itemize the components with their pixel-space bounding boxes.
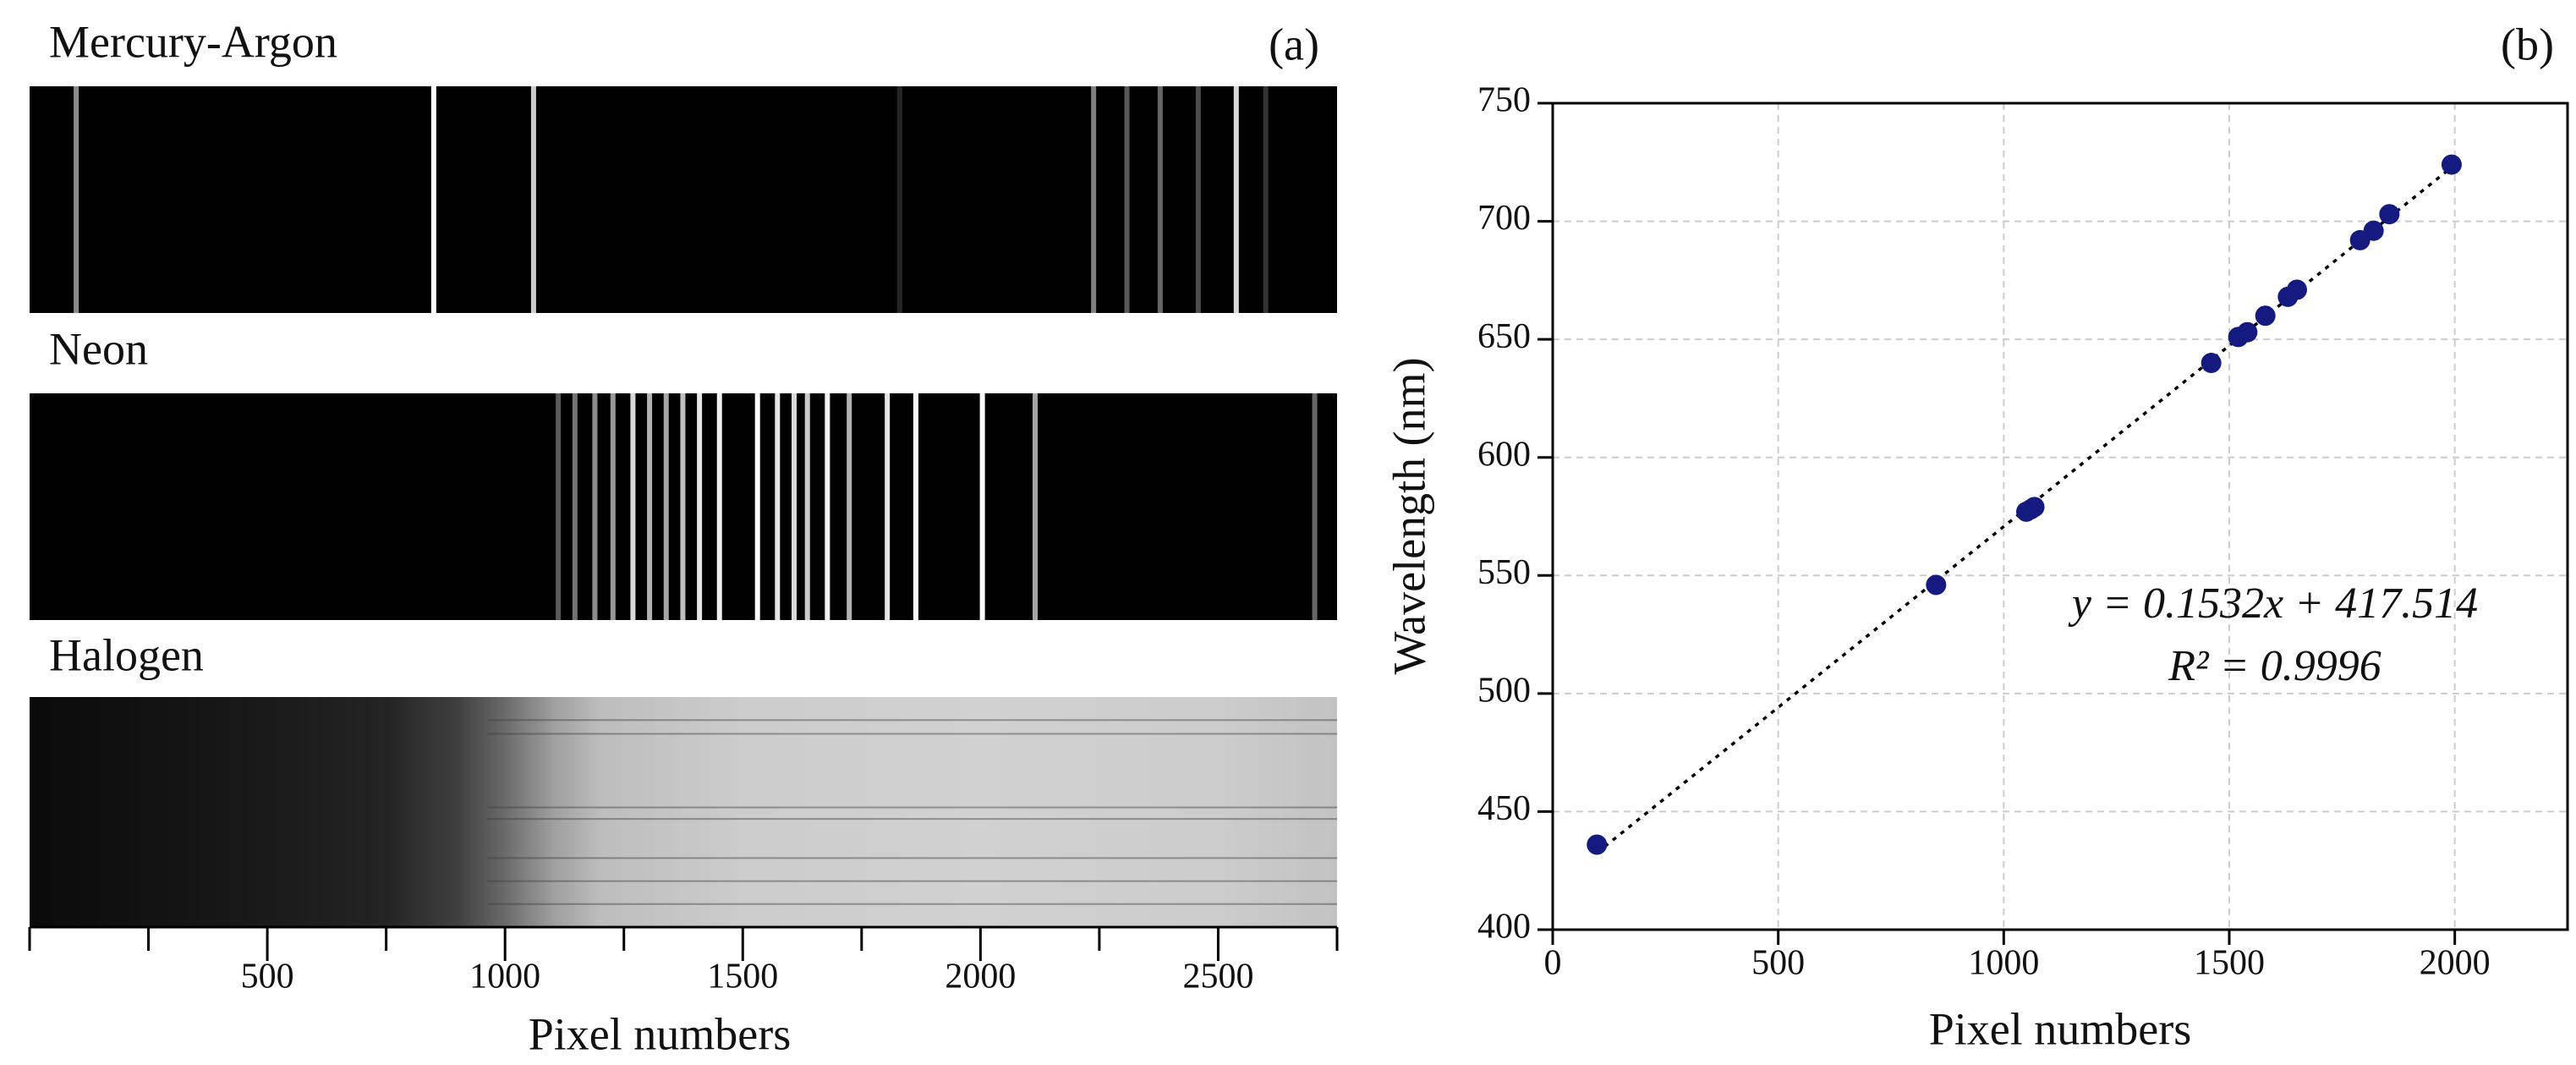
spectral-line	[775, 393, 781, 620]
strip-label: Halogen	[49, 629, 204, 680]
y-tick-label: 700	[1477, 199, 1531, 238]
plot-frame	[1551, 102, 2569, 931]
y-tick-label: 450	[1477, 789, 1531, 828]
spectral-line	[1195, 86, 1201, 313]
spectral-line	[592, 393, 598, 620]
spectral-line	[825, 393, 830, 620]
x-axis-label: Pixel numbers	[1929, 1003, 2191, 1054]
panel-a-label: (a)	[1269, 19, 1319, 69]
x-tick-label: 500	[1751, 944, 1805, 983]
panel-b-label: (b)	[2501, 19, 2554, 69]
strip-label: Neon	[49, 323, 148, 374]
data-point	[2379, 204, 2400, 225]
x-tick-label: 1500	[2194, 944, 2265, 983]
spectral-line	[847, 393, 852, 620]
data-point	[2024, 497, 2045, 518]
spectral-line	[791, 393, 797, 620]
x-tick-label: 0	[1544, 944, 1562, 983]
data-point	[2201, 353, 2222, 374]
x-tick-label: 2000	[945, 958, 1016, 996]
spectral-line	[1157, 86, 1163, 313]
spectral-line	[1124, 86, 1130, 313]
x-tick-label: 2000	[2420, 944, 2491, 983]
spectral-line	[1233, 86, 1239, 313]
spectral-line	[885, 393, 891, 620]
spectral-line	[530, 86, 536, 313]
strip-background	[30, 86, 1337, 313]
x-tick-label: 500	[241, 958, 294, 996]
fit-equation: y = 0.1532x + 417.514	[2068, 579, 2478, 628]
spectral-line	[1091, 86, 1097, 313]
spectral-line	[896, 86, 902, 313]
spectral-line	[647, 393, 653, 620]
x-tick-label: 1000	[469, 958, 540, 996]
spectral-line	[630, 393, 636, 620]
spectral-line	[572, 393, 578, 620]
data-point	[1587, 834, 1608, 855]
spectral-line	[1033, 393, 1039, 620]
spectral-line	[804, 393, 810, 620]
data-point	[2237, 321, 2258, 343]
spectral-line	[663, 393, 669, 620]
y-axis-label: Wavelength (nm)	[1384, 357, 1434, 674]
data-point	[2363, 220, 2384, 241]
spectral-line	[716, 393, 722, 620]
x-axis-label: Pixel numbers	[529, 1008, 791, 1059]
strip-label: Mercury-Argon	[49, 16, 337, 67]
spectral-line	[74, 86, 79, 313]
spectral-line	[1312, 393, 1318, 620]
spectral-line	[556, 393, 562, 620]
x-tick-label: 1500	[707, 958, 778, 996]
y-tick-label: 650	[1477, 317, 1531, 356]
spectral-line	[913, 393, 918, 620]
x-tick-label: 1000	[1968, 944, 2039, 983]
data-point	[2255, 305, 2276, 327]
spectral-line	[697, 393, 703, 620]
spectral-line	[610, 393, 616, 620]
data-point	[1926, 574, 1947, 596]
data-point	[2287, 279, 2307, 300]
data-point	[2441, 154, 2462, 175]
spectral-line	[979, 393, 985, 620]
y-tick-label: 600	[1477, 435, 1531, 474]
continuum	[30, 697, 1337, 927]
spectral-line	[430, 86, 436, 313]
y-tick-label: 550	[1477, 553, 1531, 592]
y-tick-label: 500	[1477, 671, 1531, 710]
y-tick-label: 400	[1477, 908, 1531, 947]
spectral-line	[680, 393, 686, 620]
fit-r2: R² = 0.9996	[2168, 642, 2381, 690]
spectral-line	[754, 393, 760, 620]
x-tick-label: 2500	[1182, 958, 1253, 996]
y-tick-label: 750	[1477, 81, 1531, 120]
spectral-line	[1263, 86, 1269, 313]
